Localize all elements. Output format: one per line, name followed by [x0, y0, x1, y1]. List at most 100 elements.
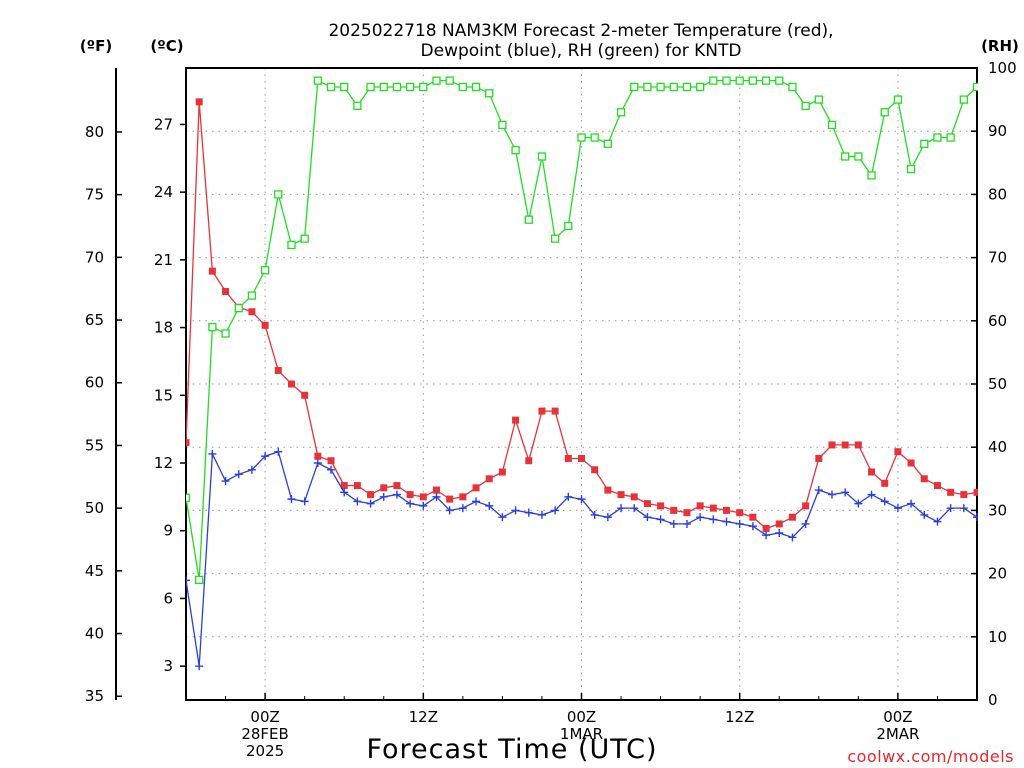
rh-point	[814, 95, 823, 104]
rh-tick-label: 60	[988, 312, 1007, 330]
dewpoint-point	[867, 490, 876, 499]
dewpoint-point	[432, 492, 441, 501]
temperature-point	[512, 416, 520, 424]
rh-point	[933, 133, 942, 142]
dewpoint-point	[590, 510, 599, 519]
credit-text: coolwx.com/models	[847, 747, 1014, 766]
rh-point	[195, 575, 204, 585]
celsius-tick-label: 12	[154, 454, 173, 472]
rh-point	[643, 82, 652, 92]
rh-point	[880, 108, 889, 117]
rh-point	[471, 82, 481, 92]
rh-point	[445, 76, 454, 85]
dewpoint-point	[762, 531, 771, 540]
rh-point	[485, 89, 494, 98]
rh-point	[208, 322, 217, 332]
temperature-point	[538, 407, 546, 415]
rh-point	[432, 76, 441, 85]
rh-point	[419, 82, 428, 92]
celsius-tick-label: 24	[154, 183, 173, 201]
rh-series	[186, 76, 978, 585]
dewpoint-point	[735, 519, 744, 528]
rh-point	[221, 329, 230, 338]
dewpoint-point	[696, 513, 705, 522]
temperature-point	[670, 506, 678, 514]
temperature-point	[973, 488, 978, 496]
dewpoint-point	[327, 465, 336, 474]
temperature-point	[186, 439, 190, 447]
rh-point	[827, 120, 837, 130]
dewpoint-point	[195, 662, 204, 671]
rh-point	[458, 82, 468, 92]
dewpoint-point	[186, 576, 190, 585]
rh-unit-label: (RH)	[981, 37, 1019, 55]
dewpoint-point	[379, 492, 388, 501]
dewpoint-point	[656, 515, 665, 524]
rh-point	[972, 82, 978, 92]
dewpoint-point	[880, 497, 889, 506]
rh-point	[696, 82, 705, 92]
dewpoint-point	[959, 504, 968, 513]
rh-point	[854, 152, 863, 161]
rh-point	[300, 234, 309, 243]
dewpoint-point	[234, 470, 243, 479]
temperature-point	[775, 520, 783, 528]
dewpoint-point	[287, 495, 296, 504]
rh-point	[186, 493, 191, 502]
celsius-tick-label: 18	[154, 319, 173, 337]
rh-point	[287, 240, 296, 250]
dewpoint-point	[419, 501, 428, 510]
dewpoint-point	[300, 497, 309, 506]
rh-point	[537, 152, 547, 161]
temperature-point	[195, 98, 203, 106]
rh-point	[709, 76, 718, 85]
temperature-point	[419, 493, 427, 501]
temperature-point	[617, 491, 625, 499]
fahrenheit-tick-label: 40	[85, 625, 104, 643]
rh-point	[682, 82, 692, 92]
dewpoint-point	[907, 499, 916, 508]
rh-point	[590, 133, 599, 142]
temperature-point	[696, 502, 704, 510]
dewpoint-point	[406, 499, 415, 508]
dewpoint-series	[186, 447, 978, 671]
dewpoint-point	[577, 495, 586, 504]
dewpoint-point	[669, 519, 678, 528]
dewpoint-point	[603, 513, 612, 522]
rh-point	[405, 82, 415, 92]
temperature-point	[762, 524, 770, 532]
rh-tick-label: 20	[988, 565, 1007, 583]
rh-point	[920, 139, 929, 148]
rh-point	[841, 152, 850, 161]
dewpoint-point	[445, 506, 454, 515]
temperature-point	[564, 454, 572, 462]
temperature-point	[485, 475, 493, 483]
dewpoint-point	[788, 533, 797, 542]
x-tick-label: 28FEB	[241, 725, 288, 743]
rh-point	[577, 133, 586, 142]
fahrenheit-tick-label: 70	[85, 248, 104, 266]
temperature-point	[525, 457, 533, 465]
dewpoint-point	[261, 452, 270, 461]
x-tick-label: 1MAR	[560, 725, 603, 743]
temperature-point	[393, 482, 401, 490]
dewpoint-point	[353, 497, 362, 506]
dewpoint-point	[722, 517, 731, 526]
dewpoint-point	[274, 447, 283, 456]
rh-point	[498, 120, 507, 130]
fahrenheit-tick-label: 80	[85, 123, 104, 141]
chart-title-line-2: Dewpoint (blue), RH (green) for KNTD	[421, 41, 742, 61]
rh-point	[616, 108, 626, 117]
dewpoint-point	[221, 477, 230, 486]
rh-tick-label: 90	[988, 122, 1007, 140]
rh-point	[564, 221, 573, 231]
rh-tick-label: 30	[988, 501, 1007, 519]
temperature-series	[186, 98, 978, 532]
dewpoint-point	[973, 513, 978, 522]
x-tick-label: 12Z	[409, 708, 438, 726]
rh-point	[234, 304, 243, 313]
temperature-point	[643, 500, 651, 508]
temperature-point	[472, 484, 480, 492]
temperature-point	[248, 308, 256, 316]
temperature-point	[749, 513, 757, 521]
